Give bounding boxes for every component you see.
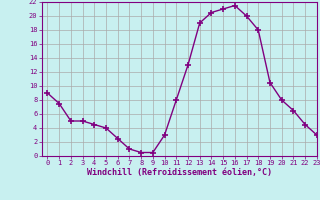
X-axis label: Windchill (Refroidissement éolien,°C): Windchill (Refroidissement éolien,°C)	[87, 168, 272, 177]
